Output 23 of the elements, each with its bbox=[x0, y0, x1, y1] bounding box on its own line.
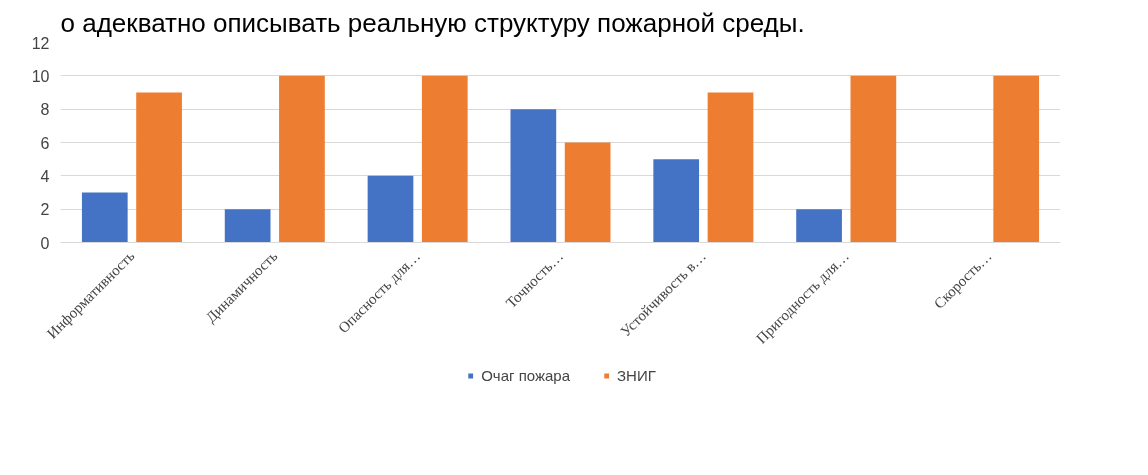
legend-label: ЗНИГ bbox=[617, 366, 656, 384]
y-tick-label: 6 bbox=[40, 134, 50, 152]
bar bbox=[421, 75, 468, 243]
bar bbox=[707, 92, 754, 243]
bar bbox=[367, 175, 414, 243]
text: о адекватно описывать реальную структуру пожарной среды. bbox=[60, 7, 805, 38]
y-tick-label: 2 bbox=[40, 201, 50, 219]
bar bbox=[653, 159, 700, 243]
bar bbox=[136, 92, 182, 243]
bar bbox=[796, 209, 842, 243]
y-tick-label: 0 bbox=[40, 234, 50, 252]
legend-label: Очаг пожара bbox=[481, 366, 571, 384]
bar bbox=[224, 209, 271, 243]
bar bbox=[279, 75, 325, 243]
y-tick-label: 10 bbox=[31, 67, 50, 85]
bar bbox=[993, 75, 1040, 243]
bar bbox=[850, 75, 897, 243]
y-tick-label: 12 bbox=[31, 34, 50, 52]
bar bbox=[564, 142, 611, 243]
y-tick-label: 8 bbox=[40, 101, 50, 119]
bar bbox=[81, 192, 128, 243]
y-tick-label: 4 bbox=[40, 167, 50, 185]
bar bbox=[510, 109, 557, 243]
